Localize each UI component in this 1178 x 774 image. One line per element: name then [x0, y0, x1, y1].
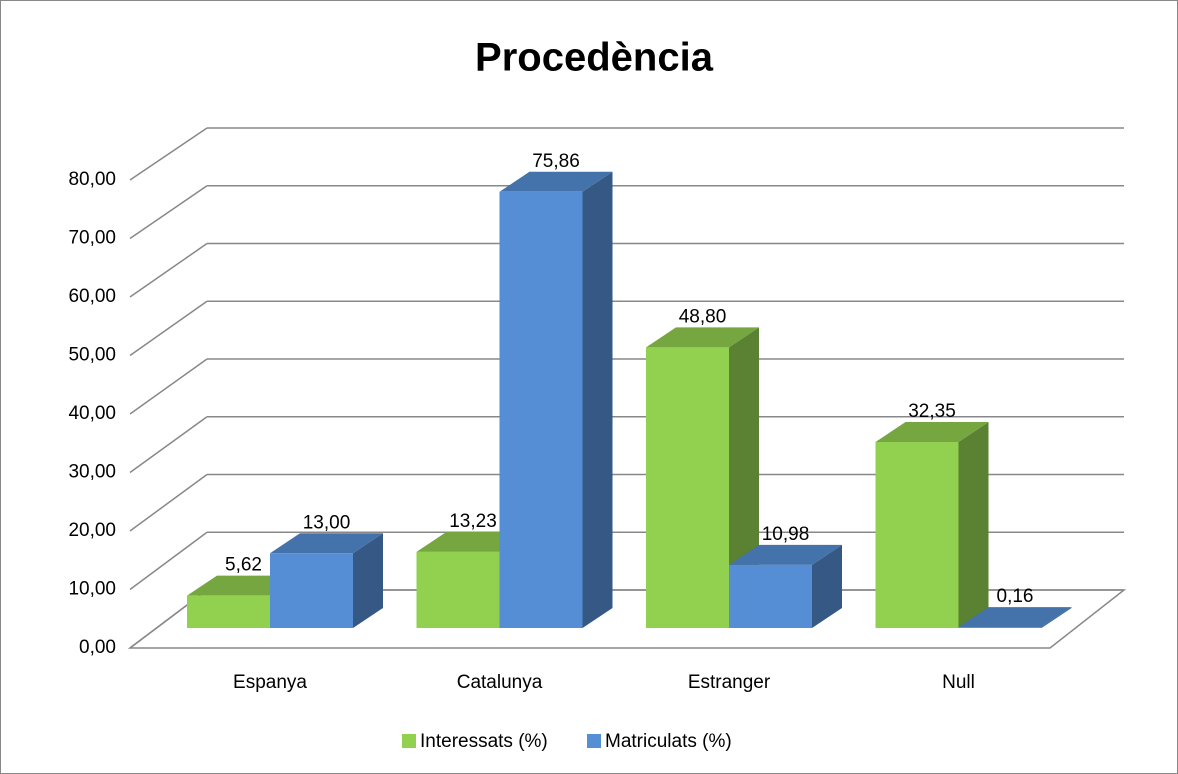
x-tick-label: Espanya: [233, 672, 307, 693]
y-tick-label: 20,00: [68, 520, 116, 541]
chart-title: Procedència: [475, 36, 714, 80]
bar-side: [812, 544, 842, 628]
legend-label: Interessats (%): [420, 731, 548, 752]
bar: [646, 347, 729, 628]
y-tick-label: 50,00: [68, 345, 116, 366]
grid-line: [129, 185, 208, 240]
x-tick-label: Estranger: [688, 672, 771, 693]
bar-top: [646, 327, 759, 348]
bar: [270, 553, 353, 628]
grid-line: [129, 127, 208, 181]
bar: [958, 627, 1042, 628]
data-label: 32,35: [908, 401, 956, 422]
y-tick-label: 40,00: [68, 403, 116, 424]
y-tick-label: 30,00: [68, 462, 116, 483]
data-label: 13,00: [303, 512, 351, 533]
legend-swatch: [587, 734, 601, 748]
bar-side: [1041, 607, 1072, 628]
bar: [875, 441, 959, 628]
grid-line: [129, 473, 208, 532]
grid-line: [129, 242, 208, 298]
bar: [187, 595, 270, 628]
bar-side: [582, 171, 613, 628]
data-label: 5,62: [225, 555, 262, 576]
bar-side: [958, 421, 989, 628]
bar: [416, 551, 500, 628]
x-tick-label: Null: [942, 672, 975, 693]
grid-line: [129, 531, 208, 591]
bar: [499, 191, 583, 628]
bar-top: [958, 607, 1072, 628]
y-tick-label: 60,00: [68, 286, 116, 307]
bar: [729, 564, 812, 628]
data-label: 10,98: [762, 524, 810, 545]
data-label: 75,86: [532, 151, 580, 172]
grid-line: [129, 358, 208, 415]
legend-swatch: [402, 734, 416, 748]
y-tick-label: 10,00: [68, 579, 116, 600]
bar-top: [729, 544, 842, 565]
y-tick-label: 0,00: [79, 637, 116, 658]
y-tick-label: 70,00: [68, 228, 116, 249]
bar-side: [353, 533, 383, 628]
grid-line: [129, 416, 208, 474]
bar-top: [270, 533, 383, 554]
bar-top: [499, 171, 613, 192]
data-label: 0,16: [997, 586, 1034, 607]
legend-label: Matriculats (%): [605, 731, 732, 752]
data-label: 48,80: [679, 306, 727, 327]
data-label: 13,23: [449, 511, 497, 532]
grid-line: [129, 300, 208, 357]
bar-top: [875, 421, 989, 442]
y-tick-label: 80,00: [68, 169, 116, 190]
x-tick-label: Catalunya: [457, 672, 543, 693]
